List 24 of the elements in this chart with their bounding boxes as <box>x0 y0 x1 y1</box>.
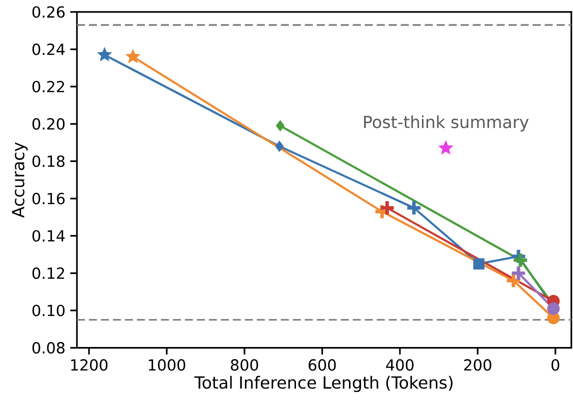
y-tick-label: 0.18 <box>32 155 65 167</box>
x-tick-label: 800 <box>230 359 258 371</box>
point <box>276 120 284 132</box>
y-tick-label: 0.12 <box>32 267 64 279</box>
y-tick-label: 0.26 <box>32 6 65 18</box>
y-axis-title: Accuracy <box>12 142 28 218</box>
y-tick-label: 0.24 <box>32 43 65 56</box>
y-tick-label: 0.16 <box>32 192 65 204</box>
x-axis-title: Total Inference Length (Tokens) <box>194 376 453 392</box>
annotation: Post-think summary <box>364 115 529 132</box>
point <box>547 302 560 315</box>
y-tick-label: 0.22 <box>32 80 64 92</box>
x-tick-label: 1000 <box>148 359 186 371</box>
point <box>438 140 454 155</box>
x-tick-label: 1200 <box>71 359 108 371</box>
y-tick-label: 0.08 <box>32 342 65 354</box>
x-tick-label: 600 <box>308 359 336 371</box>
y-tick-label: 0.20 <box>32 118 65 130</box>
y-tick-label: 0.14 <box>32 230 65 242</box>
point <box>473 258 484 270</box>
x-tick-label: 400 <box>386 359 414 371</box>
x-tick-label: 0 <box>552 359 560 371</box>
y-tick-label: 0.10 <box>32 304 65 316</box>
x-tick-label: 200 <box>464 359 492 371</box>
